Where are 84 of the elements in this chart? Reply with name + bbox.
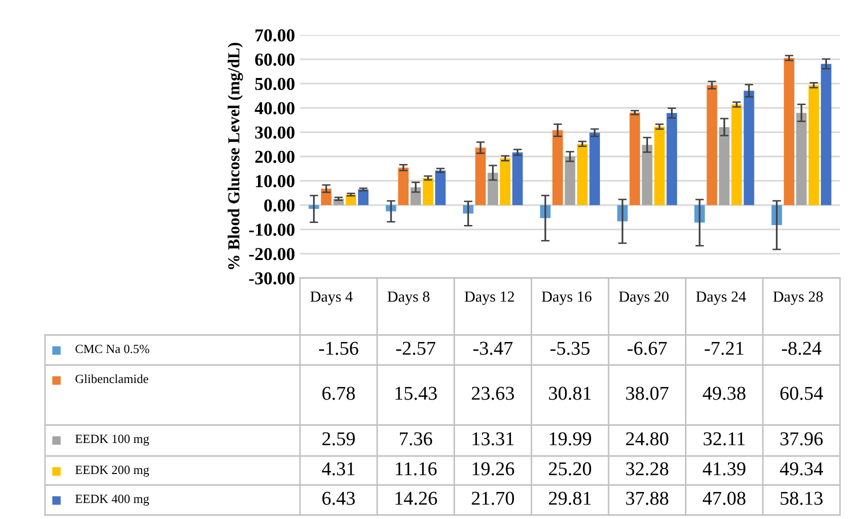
bar: [577, 144, 588, 206]
data-label: 32.11: [704, 432, 745, 446]
bar: [744, 90, 754, 206]
data-label: -2.57: [396, 342, 436, 355]
bar: [589, 132, 600, 206]
data-label: 11.16: [396, 462, 437, 476]
data-label: 6.43: [322, 492, 355, 505]
x-tick-label: Days 20: [619, 291, 668, 305]
data-label: 37.88: [626, 492, 668, 505]
x-tick-label: Days 8: [388, 291, 430, 305]
data-label: 21.70: [472, 492, 514, 505]
y-tick-label: 50.00: [255, 78, 294, 90]
data-label: 23.63: [472, 386, 514, 400]
bar: [796, 112, 807, 206]
data-label: 37.96: [780, 432, 823, 446]
data-label: 41.39: [702, 462, 746, 476]
bar: [564, 156, 576, 206]
y-tick-label: 10.00: [256, 175, 294, 188]
data-label: 49.38: [702, 386, 746, 400]
bar: [654, 126, 665, 206]
data-label: -6.67: [628, 342, 667, 355]
x-tick-label: Days 16: [542, 292, 592, 305]
data-label: -5.35: [550, 342, 590, 355]
bar: [784, 58, 794, 206]
bar: [808, 85, 820, 206]
data-label: 2.59: [322, 432, 355, 446]
data-label: 32.28: [626, 462, 668, 476]
bar: [500, 158, 510, 206]
bar: [422, 178, 434, 206]
data-label: -8.24: [782, 342, 822, 355]
data-label: 58.13: [780, 492, 823, 505]
bar: [642, 144, 652, 206]
x-tick-label: Days 28: [773, 291, 823, 305]
data-label: 60.54: [780, 386, 823, 400]
bar: [358, 189, 369, 206]
data-label: 29.81: [548, 492, 591, 505]
bar: [630, 112, 640, 206]
data-label: 4.31: [322, 462, 354, 476]
bar: [731, 104, 742, 206]
bar: [719, 127, 730, 206]
bar: [706, 85, 718, 206]
y-tick-label: 20.00: [255, 150, 294, 164]
data-label: 7.36: [400, 432, 432, 446]
bar: [552, 130, 563, 206]
data-label: 15.43: [396, 386, 437, 400]
data-label: 30.81: [549, 386, 591, 400]
bar: [820, 64, 832, 206]
data-label: 49.34: [780, 462, 823, 476]
data-label: 19.99: [550, 432, 592, 446]
x-tick-label: Days 12: [464, 292, 514, 305]
data-label: 13.31: [472, 432, 514, 446]
bar: [398, 168, 409, 206]
data-label: 19.26: [472, 462, 514, 476]
y-tick-label: 70.00: [256, 29, 294, 42]
bar: [488, 172, 498, 206]
y-tick-label: -30.00: [249, 272, 294, 285]
data-label: 38.07: [626, 386, 668, 400]
legend-label: EEDK 100 mg: [75, 434, 150, 446]
y-tick-label: 60.00: [255, 54, 294, 66]
legend-label: Glibenclamide: [76, 374, 148, 384]
data-label: -3.47: [473, 342, 513, 355]
data-label: 14.26: [396, 492, 438, 505]
bar: [666, 113, 678, 206]
legend-label: EEDK 200 mg: [75, 466, 150, 477]
data-label: 6.78: [322, 386, 355, 400]
bar: [320, 188, 332, 206]
y-tick-label: 0.00: [264, 199, 294, 212]
x-tick-label: Days 24: [696, 292, 746, 305]
y-tick-label: -20.00: [249, 248, 294, 260]
data-label: 25.20: [548, 462, 592, 476]
bar: [512, 152, 523, 206]
y-tick-label: 30.00: [255, 126, 294, 139]
bar: [475, 148, 486, 206]
y-tick-label: 40.00: [254, 102, 294, 114]
y-tick-label: -10.00: [249, 224, 294, 236]
data-label: 47.08: [702, 492, 746, 505]
x-tick-label: Days 4: [310, 292, 353, 305]
data-label: -7.21: [704, 342, 744, 355]
data-label: 24.80: [626, 432, 668, 446]
y-axis-title: % Blood Glucose Level (mg/dL): [228, 42, 243, 270]
legend-label: CMC Na 0.5%: [76, 344, 150, 354]
legend-label: EEDK 400 mg: [75, 494, 150, 506]
bar: [435, 170, 446, 206]
data-label: -1.56: [319, 342, 358, 355]
